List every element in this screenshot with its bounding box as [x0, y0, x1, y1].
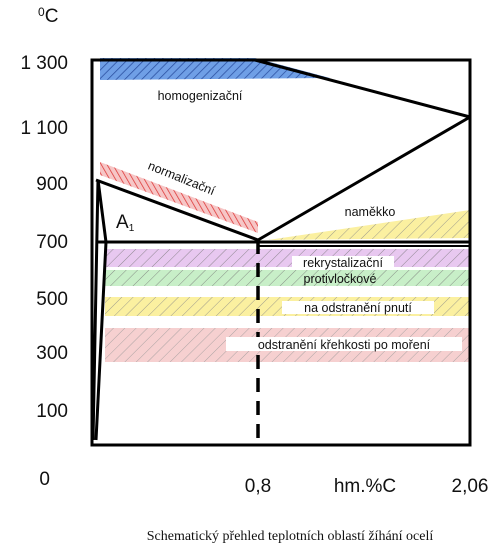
- region-label: rekrystalizační: [303, 256, 383, 270]
- y-label: 300: [36, 343, 68, 364]
- region-label: odstranění křehkosti po moření: [258, 338, 431, 352]
- normalization-band: [100, 162, 258, 233]
- x-label: hm.%C: [334, 476, 396, 497]
- y-label: 1 300: [20, 53, 68, 74]
- label-bg: [292, 256, 394, 269]
- y-label: 900: [36, 174, 68, 195]
- region-label: homogenizační: [158, 89, 243, 103]
- x-label: 0,8: [245, 476, 271, 497]
- antiflake-band: [105, 270, 470, 286]
- recrystallization-band: [105, 249, 470, 267]
- y-unit: 0C: [38, 5, 58, 27]
- label-bg: [226, 337, 462, 351]
- x-label: 2,06: [452, 476, 489, 497]
- soft-annealing-band: [268, 210, 470, 240]
- region-label: protivločkové: [304, 272, 377, 286]
- phase-lines: [90, 58, 472, 447]
- label-bg: [282, 301, 434, 314]
- y-label: 500: [36, 289, 68, 310]
- y-label: 100: [36, 401, 68, 422]
- y-label: 700: [36, 232, 68, 253]
- region-label: na odstranění pnutí: [304, 301, 412, 315]
- a1-label: A1: [116, 212, 135, 234]
- y-label: 0: [39, 469, 50, 490]
- region-label: naměkko: [345, 205, 396, 219]
- caption: Schematický přehled teplotních oblastí ž…: [147, 529, 434, 544]
- y-label: 1 100: [20, 118, 68, 139]
